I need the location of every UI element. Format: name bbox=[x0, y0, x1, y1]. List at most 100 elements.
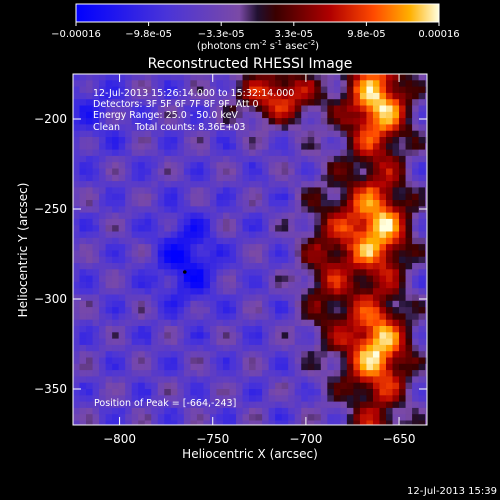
heatmap-cell bbox=[255, 118, 263, 125]
heatmap-cell bbox=[92, 382, 100, 390]
heatmap-cell bbox=[372, 155, 380, 163]
heatmap-cell bbox=[281, 105, 289, 113]
heatmap-cell bbox=[157, 244, 165, 251]
heatmap-cell bbox=[392, 357, 400, 365]
heatmap-cell bbox=[314, 338, 322, 346]
heatmap-cell bbox=[242, 275, 250, 283]
heatmap-cell bbox=[112, 206, 120, 213]
heatmap-cell bbox=[307, 376, 315, 384]
heatmap-cell bbox=[359, 414, 367, 421]
heatmap-cell bbox=[216, 124, 224, 132]
heatmap-cell bbox=[275, 313, 283, 321]
heatmap-cell bbox=[170, 218, 178, 226]
heatmap-cell bbox=[79, 332, 87, 339]
heatmap-cell bbox=[333, 407, 341, 415]
heatmap-cell bbox=[236, 231, 243, 239]
heatmap-cell bbox=[275, 168, 283, 176]
heatmap-cell bbox=[242, 357, 250, 365]
heatmap-cell bbox=[170, 382, 178, 390]
heatmap-cell bbox=[170, 86, 178, 94]
heatmap-cell bbox=[255, 168, 263, 176]
heatmap-cell bbox=[346, 395, 354, 402]
heatmap-cell bbox=[392, 395, 400, 402]
heatmap-cell bbox=[144, 319, 152, 327]
heatmap-cell bbox=[170, 389, 178, 396]
heatmap-cell bbox=[386, 99, 393, 106]
heatmap-cell bbox=[333, 338, 341, 346]
heatmap-cell bbox=[236, 307, 243, 314]
heatmap-cell bbox=[333, 99, 341, 106]
heatmap-cell bbox=[190, 168, 198, 176]
heatmap-cell bbox=[320, 105, 328, 113]
heatmap-cell bbox=[79, 244, 87, 251]
heatmap-cell bbox=[353, 193, 361, 201]
heatmap-cell bbox=[229, 263, 237, 270]
heatmap-cell bbox=[144, 313, 152, 321]
heatmap-cell bbox=[190, 256, 198, 264]
heatmap-cell bbox=[392, 250, 400, 258]
heatmap-cell bbox=[229, 357, 237, 365]
heatmap-cell bbox=[418, 206, 426, 213]
heatmap-cell bbox=[112, 389, 120, 396]
heatmap-cell bbox=[327, 376, 335, 384]
heatmap-cell bbox=[327, 231, 335, 239]
heatmap-cell bbox=[112, 193, 120, 201]
heatmap-cell bbox=[320, 130, 328, 138]
heatmap-cell bbox=[307, 256, 315, 264]
heatmap-cell bbox=[131, 263, 139, 270]
heatmap-cell bbox=[405, 200, 413, 207]
heatmap-cell bbox=[346, 244, 354, 251]
heatmap-cell bbox=[249, 263, 256, 270]
heatmap-cell bbox=[412, 231, 420, 239]
heatmap-cell bbox=[386, 143, 393, 150]
heatmap-cell bbox=[418, 231, 426, 239]
heatmap-cell bbox=[144, 99, 152, 106]
heatmap-cell bbox=[222, 376, 230, 384]
heatmap-cell bbox=[288, 344, 296, 352]
heatmap-cell bbox=[359, 143, 367, 150]
heatmap-cell bbox=[105, 206, 113, 213]
heatmap-cell bbox=[418, 389, 426, 396]
heatmap-cell bbox=[157, 231, 165, 239]
heatmap-cell bbox=[386, 86, 393, 94]
heatmap-cell bbox=[399, 200, 406, 207]
heatmap-cell bbox=[386, 414, 393, 421]
colorbar-tick-label: 3.3e-05 bbox=[275, 29, 313, 40]
heatmap-cell bbox=[379, 105, 387, 113]
peak-position-label: Position of Peak = [-664,-243] bbox=[94, 398, 236, 409]
heatmap-cell bbox=[151, 401, 159, 409]
heatmap-cell bbox=[164, 206, 172, 213]
heatmap-cell bbox=[281, 256, 289, 264]
heatmap-cell bbox=[249, 281, 256, 289]
heatmap-cell bbox=[418, 338, 426, 346]
heatmap-cell bbox=[288, 332, 296, 339]
heatmap-cell bbox=[203, 338, 211, 346]
heatmap-cell bbox=[183, 382, 191, 390]
heatmap-cell bbox=[281, 319, 289, 327]
heatmap-cell bbox=[164, 256, 172, 264]
heatmap-cell bbox=[359, 344, 367, 352]
heatmap-cell bbox=[216, 389, 224, 396]
heatmap-cell bbox=[249, 174, 256, 182]
heatmap-cell bbox=[183, 281, 191, 289]
heatmap-cell bbox=[314, 99, 322, 106]
heatmap-cell bbox=[242, 237, 250, 245]
heatmap-cell bbox=[353, 357, 361, 365]
heatmap-cell bbox=[118, 332, 126, 339]
heatmap-cell bbox=[125, 86, 133, 94]
heatmap-cell bbox=[399, 137, 406, 144]
heatmap-cell bbox=[196, 382, 204, 390]
heatmap-cell bbox=[262, 74, 270, 81]
heatmap-cell bbox=[366, 281, 374, 289]
heatmap-cell bbox=[366, 407, 374, 415]
heatmap-cell bbox=[327, 307, 335, 314]
heatmap-cell bbox=[105, 80, 113, 87]
heatmap-cell bbox=[288, 250, 296, 258]
heatmap-cell bbox=[255, 155, 263, 163]
heatmap-cell bbox=[92, 231, 100, 239]
heatmap-cell bbox=[379, 206, 387, 213]
heatmap-cell bbox=[386, 212, 393, 220]
heatmap-cell bbox=[301, 149, 309, 157]
heatmap-cell bbox=[177, 200, 185, 207]
heatmap-cell bbox=[203, 200, 211, 207]
